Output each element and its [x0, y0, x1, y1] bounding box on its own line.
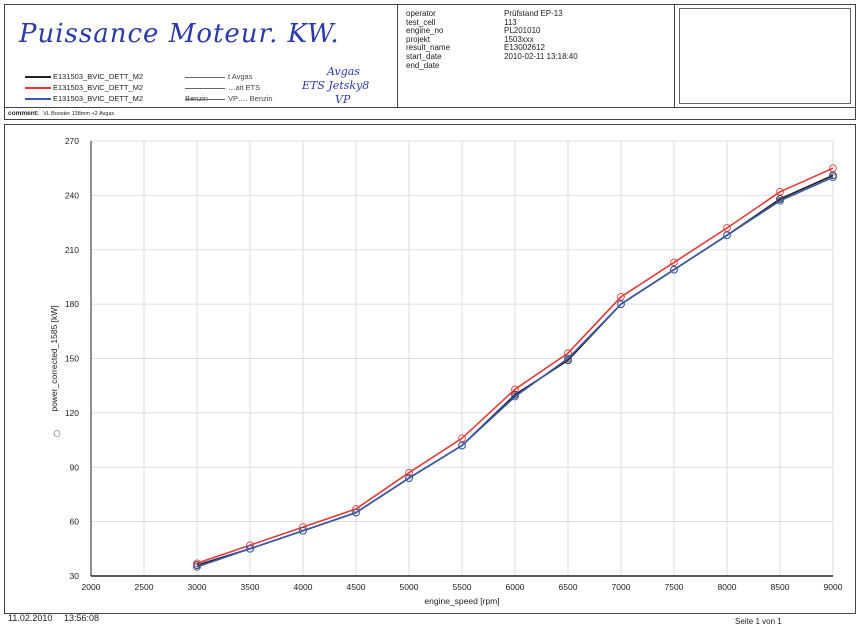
legend-item: E131503_BVIC_DETT_M2 VP…. Benzin [25, 93, 275, 104]
metadata-cell: operator test_cell engine_no projekt resul… [398, 5, 675, 107]
data-point [352, 508, 360, 517]
series-line [196, 176, 834, 568]
comment-bar: comment: VL Booster 138mm +2 Avgas [4, 108, 856, 120]
x-axis-label: engine_speed [rpm] [424, 596, 499, 606]
data-point [246, 544, 254, 553]
x-tick-label: 8500 [771, 582, 790, 592]
legend: E131503_BVIC_DETT_M2 t Avgas E131503_BVI… [25, 71, 275, 104]
comment-label: comment: [8, 110, 40, 117]
y-tick-label: 30 [70, 571, 80, 581]
y-tick-label: 90 [70, 462, 80, 472]
chart-frame [4, 124, 856, 614]
x-tick-label: 4000 [294, 582, 313, 592]
x-tick-label: 5500 [453, 582, 472, 592]
y-tick-label: 150 [65, 354, 79, 364]
footer-time: 13:56:08 [64, 613, 100, 623]
data-point [829, 173, 837, 182]
data-point [405, 474, 413, 482]
metadata-keys: operator test_cell engine_no projekt resul… [406, 9, 451, 70]
legend-item: E131503_BVIC_DETT_M2 …ait ETS Benzin [25, 82, 275, 103]
data-point [829, 171, 837, 180]
y-axis-marker-icon [53, 430, 61, 437]
data-point [723, 231, 731, 240]
footer-page: Seite 1 von 1 [735, 617, 782, 626]
data-point [511, 385, 519, 394]
y-tick-label: 240 [65, 190, 79, 200]
y-tick-label: 60 [70, 517, 80, 527]
y-axis-label: power_corrected_1585 [kW] [49, 305, 59, 411]
x-tick-label: 4500 [347, 582, 366, 592]
legend-extra: …ait ETS Benzin [185, 83, 261, 103]
x-tick-label: 2000 [82, 582, 101, 592]
handwritten-title: Puissance Moteur. KW. [19, 19, 340, 49]
x-tick-label: 2500 [135, 582, 154, 592]
legend-line-black [25, 76, 51, 78]
data-point [776, 196, 784, 205]
data-point [617, 300, 625, 308]
legend-line-red [25, 87, 51, 89]
x-tick-label: 9000 [824, 582, 843, 592]
legend-extra: VP…. Benzin [185, 93, 273, 104]
data-point [193, 563, 201, 571]
data-point [670, 265, 678, 274]
legend-item: E131503_BVIC_DETT_M2 t Avgas [25, 71, 275, 82]
x-tick-label: 3500 [241, 582, 260, 592]
title-legend-cell: Puissance Moteur. KW. E131503_BVIC_DETT_… [5, 5, 398, 107]
handwritten-vp: VP [335, 93, 351, 106]
data-point [299, 526, 307, 535]
legend-label: E131503_BVIC_DETT_M2 [53, 94, 144, 103]
header-panel: Puissance Moteur. KW. E131503_BVIC_DETT_… [4, 4, 856, 108]
x-tick-label: 6000 [506, 582, 525, 592]
data-point [776, 187, 784, 196]
footer-date: 11.02.2010 [8, 613, 53, 623]
data-point [458, 434, 466, 443]
x-tick-label: 7000 [612, 582, 631, 592]
y-tick-label: 180 [65, 299, 79, 309]
data-point [511, 392, 519, 401]
legend-line-blue [25, 98, 51, 100]
data-point [564, 354, 572, 363]
metadata-values: Prüfstand EP-13 113 PL201010 1503xxx E1300… [504, 9, 578, 61]
empty-cell [675, 5, 855, 107]
legend-label: E131503_BVIC_DETT_M2 [53, 72, 144, 81]
x-tick-label: 7500 [665, 582, 684, 592]
data-point [670, 258, 678, 267]
data-point [829, 164, 837, 173]
y-tick-label: 120 [65, 408, 79, 418]
data-point [617, 293, 625, 301]
y-tick-label: 210 [65, 245, 79, 255]
data-point [405, 468, 413, 477]
comment-text: VL Booster 138mm +2 Avgas [43, 111, 115, 117]
x-tick-label: 5000 [400, 582, 419, 592]
y-tick-label: 270 [65, 136, 79, 146]
handwritten-avgas: Avgas [327, 65, 360, 78]
legend-extra: t Avgas [185, 71, 252, 82]
x-tick-label: 8000 [718, 582, 737, 592]
data-point [564, 349, 572, 357]
handwritten-ets: ETS Jetsky8 [302, 79, 370, 92]
x-tick-label: 3000 [188, 582, 207, 592]
legend-label: E131503_BVIC_DETT_M2 [53, 83, 144, 92]
x-tick-label: 6500 [559, 582, 578, 592]
data-point [458, 441, 466, 450]
